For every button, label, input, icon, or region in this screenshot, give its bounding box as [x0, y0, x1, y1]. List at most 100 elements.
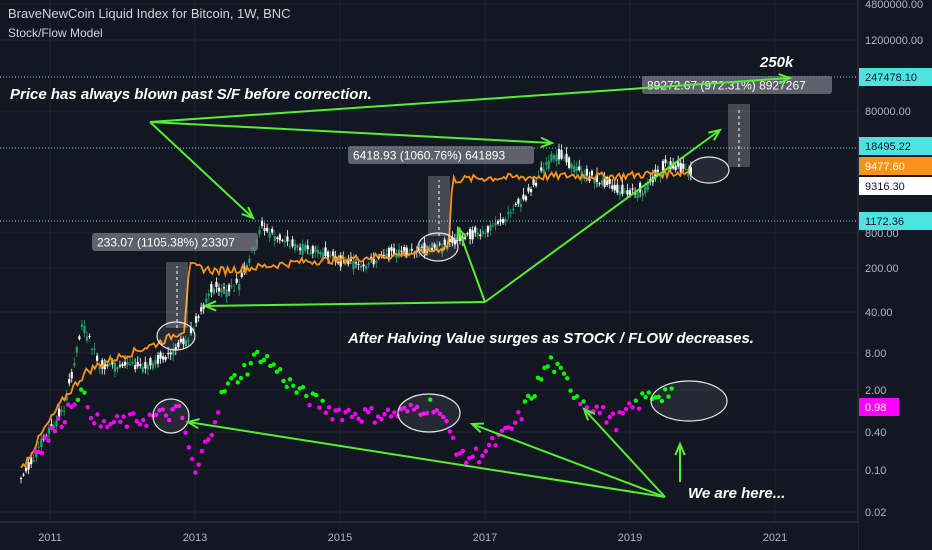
ratio-point: [320, 398, 325, 403]
y-tick-label: 800.00: [865, 228, 899, 240]
candle-body: [96, 355, 99, 361]
candle-body: [570, 163, 573, 169]
ratio-point: [424, 410, 430, 416]
candle-body: [677, 159, 680, 167]
ratio-point: [558, 365, 563, 371]
ratio-point: [75, 397, 81, 403]
ratio-point: [261, 357, 267, 363]
ratio-point: [52, 428, 58, 434]
ratio-point: [98, 424, 103, 429]
candle-body: [309, 252, 312, 254]
ratio-point: [372, 420, 377, 425]
candle-body: [235, 278, 238, 284]
candle-body: [83, 325, 86, 333]
ratio-point: [154, 412, 159, 417]
candle-body: [129, 363, 132, 365]
candle-body: [410, 248, 413, 251]
candle-body: [136, 362, 139, 367]
candle-body: [347, 260, 350, 265]
candle-body: [75, 346, 78, 353]
candle-body: [103, 362, 106, 370]
ratio-point: [186, 445, 192, 450]
ratio-point: [251, 352, 257, 357]
price-badge-label: 9477.60: [865, 161, 905, 173]
candle-body: [111, 361, 114, 365]
ratio-point: [369, 405, 374, 411]
ratio-point: [607, 414, 612, 420]
ratio-point: [167, 417, 172, 423]
ratio-point: [183, 430, 188, 435]
ratio-point: [565, 376, 570, 381]
candle-body: [205, 298, 208, 303]
ratio-point: [313, 392, 319, 398]
candle-body: [200, 307, 203, 312]
ratio-point: [392, 410, 397, 415]
ratio-point: [431, 410, 436, 415]
candle-body: [527, 187, 530, 192]
candle-body: [230, 285, 233, 287]
annotation-arrow: [187, 421, 666, 498]
candle-body: [65, 396, 68, 401]
candle-body: [664, 159, 667, 164]
candle-body: [616, 184, 619, 193]
x-tick-label: 2021: [763, 532, 787, 544]
candle-body: [573, 165, 576, 173]
ratio-point: [346, 407, 351, 413]
ratio-point: [160, 407, 165, 412]
ratio-point: [578, 401, 583, 407]
measure-label: 6418.93 (1060.76%) 641893: [353, 149, 505, 163]
ratio-point: [669, 386, 674, 391]
ratio-point: [640, 391, 645, 396]
ratio-point: [134, 418, 139, 424]
y-axis-bg: [858, 0, 932, 550]
ratio-point: [85, 405, 90, 410]
ratio-point: [356, 416, 361, 421]
candle-body: [286, 236, 289, 242]
candle-body: [281, 240, 284, 242]
candle-body: [357, 263, 360, 265]
candle-body: [301, 244, 304, 255]
grid: [0, 0, 858, 522]
candle-body: [453, 239, 457, 245]
candle-body: [392, 248, 396, 256]
candle-body: [35, 452, 38, 458]
ratio-point: [574, 394, 580, 399]
candle-body: [225, 288, 228, 297]
candle-body: [387, 248, 391, 260]
candle-body: [499, 219, 502, 222]
candle-body: [121, 363, 124, 367]
candle-body: [276, 237, 279, 239]
candle-body: [433, 243, 436, 248]
ratio-point: [512, 420, 518, 425]
candle-body: [375, 260, 378, 264]
candle-body: [484, 232, 487, 234]
ratio-point: [529, 396, 534, 401]
candle-body: [70, 372, 73, 379]
candle-body: [159, 352, 162, 359]
candle-body: [507, 212, 510, 214]
ratio-point: [490, 436, 495, 441]
candle-body: [215, 281, 218, 287]
ratio-point: [610, 411, 616, 416]
candle-body: [565, 153, 568, 163]
ratio-point: [568, 388, 573, 393]
highlight-ellipse: [688, 156, 730, 184]
candle-body: [293, 243, 297, 251]
ratio-point: [447, 429, 453, 434]
candle-body: [55, 420, 58, 427]
candle-body: [32, 460, 35, 462]
candle-body: [291, 239, 294, 247]
price-badge: [859, 68, 932, 86]
candle-body: [491, 225, 495, 227]
price-badge: [859, 398, 899, 416]
indicator-name: Stock/Flow Model: [8, 26, 103, 40]
candle-body: [451, 236, 454, 243]
candle-body: [210, 284, 213, 293]
candle-body: [311, 246, 314, 254]
candle-body: [329, 255, 332, 257]
candle-body: [268, 232, 271, 238]
ratio-point: [597, 410, 603, 416]
ratio-point: [519, 417, 524, 422]
candle-body: [656, 169, 660, 172]
candle-body: [40, 438, 43, 447]
